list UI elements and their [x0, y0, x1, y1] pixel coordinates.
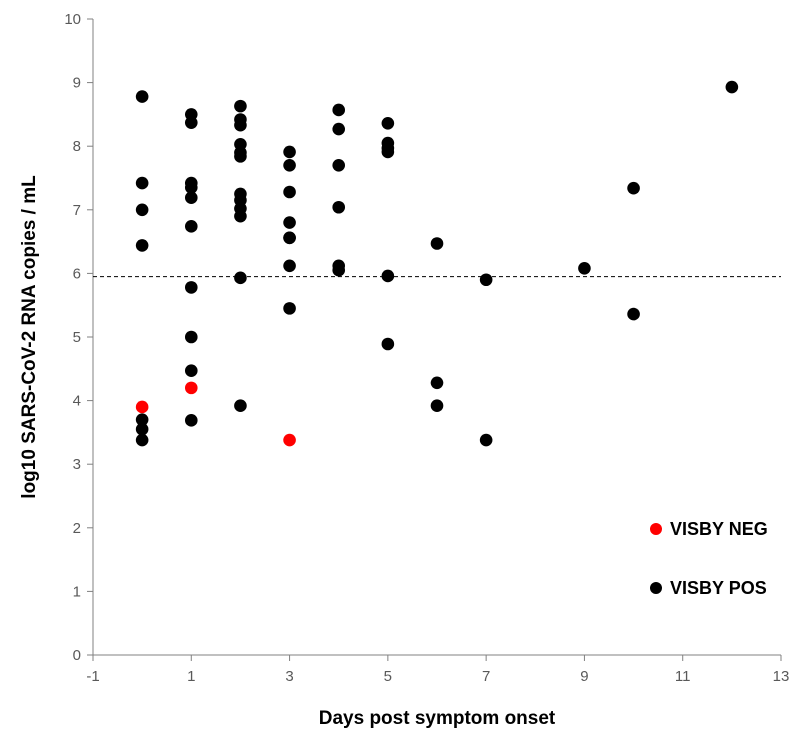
- data-point-visby-pos: [430, 399, 444, 412]
- legend-marker-visby-neg: [650, 523, 662, 535]
- data-point-visby-pos: [479, 273, 493, 287]
- data-point-visby-pos: [135, 433, 149, 447]
- x-tick-label: 1: [187, 668, 195, 685]
- data-point-visby-pos: [725, 80, 739, 94]
- data-point-visby-pos: [234, 399, 247, 412]
- data-point-visby-pos: [332, 200, 346, 214]
- y-tick-label: 4: [73, 393, 81, 410]
- data-point-visby-neg: [135, 400, 149, 414]
- data-point-visby-pos: [332, 122, 346, 136]
- data-point-visby-pos: [234, 118, 247, 132]
- data-point-visby-pos: [184, 330, 198, 344]
- data-point-visby-pos: [184, 364, 198, 378]
- data-point-visby-pos: [381, 117, 395, 130]
- data-point-visby-pos: [283, 259, 296, 273]
- x-tick-label: 7: [482, 668, 490, 685]
- data-point-visby-pos: [184, 414, 198, 427]
- data-point-visby-pos: [184, 116, 198, 129]
- data-point-visby-pos: [135, 422, 149, 436]
- y-tick-label: 6: [73, 265, 81, 282]
- data-point-visby-pos: [283, 145, 296, 159]
- data-point-visby-pos: [135, 176, 149, 190]
- data-point-visby-pos: [430, 237, 444, 250]
- data-point-visby-pos: [627, 181, 640, 195]
- data-point-visby-pos: [234, 150, 247, 163]
- legend-marker-visby-pos: [650, 582, 662, 594]
- x-tick-label: 5: [384, 668, 392, 685]
- data-point-visby-pos: [430, 376, 444, 390]
- data-point-visby-pos: [381, 337, 395, 351]
- data-point-visby-pos: [332, 103, 346, 117]
- data-point-visby-pos: [283, 302, 296, 315]
- y-tick-label: 10: [64, 11, 81, 28]
- data-point-visby-neg: [184, 381, 198, 395]
- data-point-visby-pos: [184, 181, 198, 194]
- data-point-visby-pos: [135, 239, 149, 252]
- data-point-visby-pos: [234, 271, 247, 285]
- y-tick-label: 1: [73, 583, 81, 600]
- y-tick-label: 8: [73, 138, 81, 155]
- data-point-visby-pos: [283, 231, 296, 245]
- data-point-visby-pos: [283, 216, 296, 229]
- data-point-visby-pos: [627, 307, 640, 321]
- y-tick-label: 2: [73, 520, 81, 537]
- x-tick-label: 9: [580, 668, 588, 685]
- data-point-visby-pos: [332, 263, 346, 277]
- x-tick-label: 3: [285, 668, 293, 685]
- data-point-visby-pos: [381, 145, 395, 159]
- y-tick-label: 7: [73, 202, 81, 219]
- y-tick-label: 9: [73, 75, 81, 92]
- y-ticks: 0 1 2 3 4 5 6 7 8 9 10: [64, 11, 93, 664]
- data-points: [135, 80, 739, 447]
- data-point-visby-pos: [135, 203, 149, 217]
- data-point-visby-pos: [184, 191, 198, 205]
- data-point-visby-pos: [381, 269, 395, 283]
- y-tick-label: 5: [73, 329, 81, 346]
- data-point-visby-pos: [234, 99, 247, 113]
- data-point-visby-pos: [234, 209, 247, 223]
- x-ticks: -1 1 3 5 7 9 11 13: [86, 655, 789, 685]
- legend-label-visby-pos: VISBY POS: [670, 578, 767, 598]
- data-point-visby-pos: [283, 185, 296, 199]
- data-point-visby-pos: [479, 433, 493, 447]
- data-point-visby-pos: [184, 281, 198, 294]
- x-tick-label: 11: [675, 668, 691, 685]
- data-point-visby-pos: [332, 158, 346, 172]
- x-axis-title: Days post symptom onset: [319, 708, 556, 729]
- data-point-visby-pos: [283, 158, 296, 172]
- y-tick-label: 0: [73, 647, 81, 664]
- y-axis-title: log10 SARS-CoV-2 RNA copies / mL: [19, 175, 40, 499]
- data-point-visby-pos: [578, 262, 591, 275]
- x-tick-label: -1: [86, 668, 99, 685]
- data-point-visby-pos: [135, 90, 149, 103]
- x-tick-label: 13: [773, 668, 790, 685]
- legend: VISBY NEG VISBY POS: [650, 519, 768, 598]
- legend-label-visby-neg: VISBY NEG: [670, 519, 768, 539]
- data-point-visby-pos: [135, 413, 149, 426]
- data-point-visby-neg: [283, 433, 296, 447]
- y-tick-label: 3: [73, 456, 81, 473]
- data-point-visby-pos: [184, 220, 198, 233]
